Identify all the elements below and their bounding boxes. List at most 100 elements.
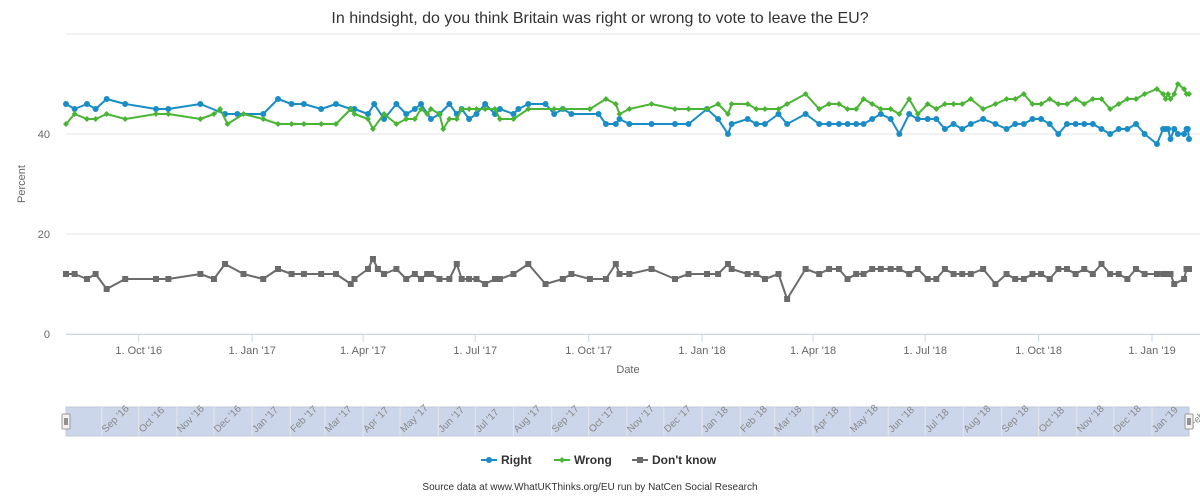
data-point [959, 271, 966, 277]
data-point [616, 271, 623, 277]
legend-item-right[interactable]: Right [481, 453, 532, 467]
data-point [496, 116, 503, 122]
data-point [1153, 86, 1160, 92]
data-point [288, 101, 295, 107]
data-point [950, 121, 957, 127]
data-point [1038, 271, 1045, 277]
navigator[interactable]: Sep '16 Oct '16 Nov '16 Dec '16 Jan '17 Feb '… [61, 402, 1200, 437]
data-point [816, 271, 823, 277]
data-point [458, 276, 465, 282]
data-point [103, 96, 110, 102]
data-point [1181, 86, 1188, 92]
data-point [197, 116, 204, 122]
data-point [71, 271, 78, 277]
data-point [1107, 131, 1114, 137]
data-point [724, 111, 731, 117]
data-point [1012, 276, 1019, 282]
data-point [784, 296, 791, 302]
data-point [992, 281, 999, 287]
data-point [1063, 101, 1070, 107]
data-point [1171, 281, 1178, 287]
navigator-right-handle[interactable] [1184, 413, 1194, 430]
data-point [122, 276, 129, 282]
data-point [816, 106, 823, 112]
data-point [586, 106, 593, 112]
data-point [515, 106, 522, 112]
data-point [152, 106, 159, 112]
x-tick-label: 1. Oct '16 [115, 345, 162, 357]
data-point [83, 116, 90, 122]
data-point [436, 276, 443, 282]
data-point [775, 111, 782, 117]
data-point [744, 271, 751, 277]
data-point [1165, 126, 1172, 132]
data-point [122, 116, 129, 122]
data-point [941, 101, 948, 107]
data-point [473, 276, 480, 282]
data-point [784, 121, 791, 127]
data-point [288, 271, 295, 277]
data-point [458, 106, 465, 112]
data-point [482, 281, 489, 287]
grid-lines [66, 33, 1200, 335]
data-point [648, 121, 655, 127]
legend-label: Wrong [574, 453, 612, 467]
data-point [1167, 136, 1174, 142]
data-point [1171, 126, 1178, 132]
data-point [715, 116, 722, 122]
data-point [275, 121, 282, 127]
data-point [234, 111, 241, 117]
data-point [1186, 91, 1192, 97]
data-point [1181, 131, 1188, 137]
data-point [424, 111, 431, 117]
data-point [332, 121, 339, 127]
data-point [826, 121, 833, 127]
data-point [210, 276, 217, 282]
data-point [473, 106, 480, 112]
data-point [393, 101, 400, 107]
data-point [1003, 126, 1010, 132]
data-point [1072, 96, 1079, 102]
legend-item-wrong[interactable]: Wrong [554, 453, 612, 467]
data-point [853, 271, 860, 277]
plot-area [63, 81, 1192, 302]
data-point [715, 271, 722, 277]
x-tick-label: 1. Apr '17 [340, 345, 386, 357]
data-point [802, 266, 809, 272]
x-tick-label: 1. Jan '17 [228, 345, 275, 357]
data-point [967, 96, 974, 102]
data-point [197, 271, 204, 277]
data-point [275, 96, 282, 102]
series-line [65, 98, 1190, 145]
data-point [525, 101, 532, 107]
data-point [418, 276, 425, 282]
x-tick-label: 1. Jul '17 [453, 345, 497, 357]
legend-item-don-t-know[interactable]: Don't know [632, 453, 717, 467]
navigator-left-handle[interactable] [61, 413, 71, 430]
data-point [602, 276, 609, 282]
data-point [542, 101, 549, 107]
data-point [802, 111, 809, 117]
data-point [466, 106, 473, 112]
data-point [1115, 271, 1122, 277]
data-point [612, 261, 619, 267]
data-point [602, 96, 609, 102]
data-point [896, 131, 903, 137]
data-point [1081, 121, 1088, 127]
legend-label: Right [501, 453, 532, 467]
data-point [924, 101, 931, 107]
data-point [844, 106, 851, 112]
data-point [896, 111, 903, 117]
x-tick-label: 1. Jul '18 [903, 345, 947, 357]
data-point [775, 271, 782, 277]
y-axis-ticks: 0 20 40 [38, 129, 50, 341]
data-point [853, 121, 860, 127]
navigator-grid [101, 407, 1153, 436]
data-point [551, 106, 558, 112]
y-tick-label: 40 [38, 129, 50, 141]
data-point [559, 457, 565, 463]
data-point [1020, 276, 1027, 282]
data-point [369, 126, 376, 132]
data-point [992, 101, 999, 107]
data-point [685, 121, 692, 127]
